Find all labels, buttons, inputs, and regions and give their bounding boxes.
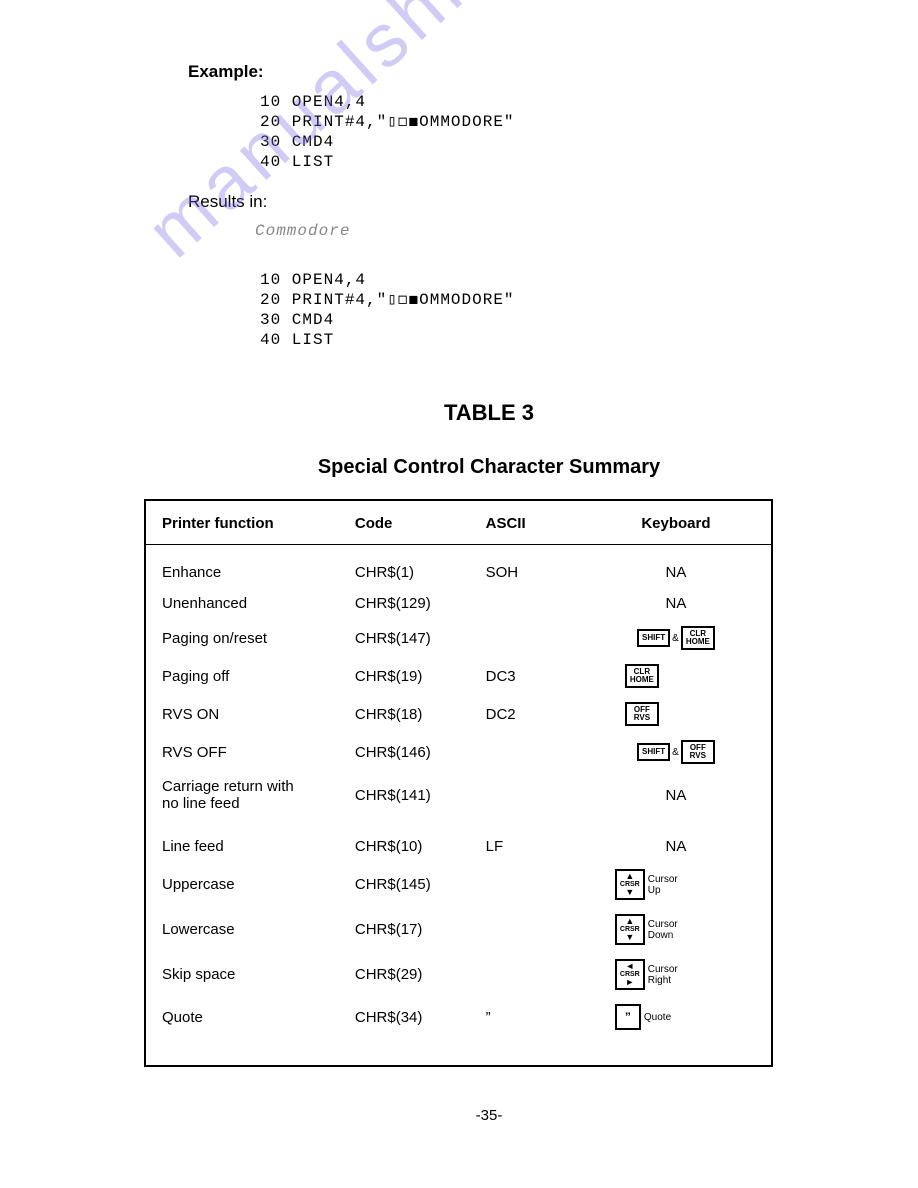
code-block-2: 10 OPEN4,4 20 PRINT#4,"▯◻◼OMMODORE" 30 C…: [260, 270, 828, 350]
output-text: Commodore: [255, 222, 828, 240]
cell-ascii: [470, 771, 575, 819]
off-rvs-key-icon: OFFRVS: [681, 740, 715, 764]
cell-keyboard: SHIFT&CLRHOME: [575, 619, 771, 657]
cell-function: Paging on/reset: [146, 619, 339, 657]
cell-keyboard: NA: [575, 831, 771, 862]
example-heading: Example:: [188, 62, 828, 82]
cell-ascii: SOH: [470, 557, 575, 588]
table-container: Printer function Code ASCII Keyboard Enh…: [144, 499, 773, 1067]
ampersand: &: [672, 747, 679, 758]
crsr-updown-key-icon: ▲ CRSR ▼: [615, 869, 645, 900]
cell-ascii: [470, 952, 575, 997]
cell-code: CHR$(10): [339, 831, 470, 862]
header-ascii: ASCII: [470, 501, 575, 545]
cell-ascii: [470, 733, 575, 771]
cell-code: CHR$(146): [339, 733, 470, 771]
quote-key-icon: ”: [615, 1004, 641, 1030]
cell-code: CHR$(34): [339, 997, 470, 1037]
cell-code: CHR$(18): [339, 695, 470, 733]
quote-label: Quote: [644, 1012, 671, 1023]
cell-keyboard: NA: [575, 588, 771, 619]
clr-home-key-icon: CLRHOME: [625, 664, 659, 688]
page-content: Example: 10 OPEN4,4 20 PRINT#4,"▯◻◼OMMOD…: [0, 0, 918, 1164]
table-row: Uppercase CHR$(145) ▲ CRSR ▼ CursorUp: [146, 862, 771, 907]
cell-function: RVS ON: [146, 695, 339, 733]
cell-ascii: [470, 619, 575, 657]
cell-code: CHR$(29): [339, 952, 470, 997]
table-row: Paging on/reset CHR$(147) SHIFT&CLRHOME: [146, 619, 771, 657]
code-block-1: 10 OPEN4,4 20 PRINT#4,"▯◻◼OMMODORE" 30 C…: [260, 92, 828, 172]
table-row: Lowercase CHR$(17) ▲ CRSR ▼ CursorDown: [146, 907, 771, 952]
cell-keyboard: NA: [575, 557, 771, 588]
spacer-row: [146, 819, 771, 831]
cell-ascii: DC2: [470, 695, 575, 733]
kb-na: NA: [666, 787, 687, 804]
kb-na: NA: [666, 838, 687, 855]
kb-na: NA: [666, 595, 687, 612]
spacer-row: [146, 1037, 771, 1065]
table-row: RVS ON CHR$(18) DC2 OFFRVS: [146, 695, 771, 733]
cell-code: CHR$(129): [339, 588, 470, 619]
page-number: -35-: [150, 1107, 828, 1124]
table-row: Carriage return with no line feed CHR$(1…: [146, 771, 771, 819]
cell-keyboard: ▲ CRSR ▼ CursorDown: [575, 907, 771, 952]
cell-code: CHR$(1): [339, 557, 470, 588]
cell-function: Line feed: [146, 831, 339, 862]
cursor-label: CursorDown: [648, 919, 678, 941]
cell-keyboard: ▲ CRSR ▼ CursorUp: [575, 862, 771, 907]
control-char-table: Printer function Code ASCII Keyboard Enh…: [146, 501, 771, 1065]
cell-ascii: [470, 862, 575, 907]
table-row: Enhance CHR$(1) SOH NA: [146, 557, 771, 588]
shift-key-icon: SHIFT: [637, 743, 670, 761]
cell-code: CHR$(141): [339, 771, 470, 819]
cell-ascii: [470, 907, 575, 952]
cell-keyboard: CLRHOME: [575, 657, 771, 695]
table-row: Quote CHR$(34) ” ”Quote: [146, 997, 771, 1037]
table-row: Paging off CHR$(19) DC3 CLRHOME: [146, 657, 771, 695]
table-subtitle: Special Control Character Summary: [150, 456, 828, 479]
cursor-label: CursorRight: [648, 964, 678, 986]
crsr-leftright-key-icon: ◄ CRSR ►: [615, 959, 645, 990]
table-row: Unenhanced CHR$(129) NA: [146, 588, 771, 619]
ampersand: &: [672, 633, 679, 644]
table-row: RVS OFF CHR$(146) SHIFT&OFFRVS: [146, 733, 771, 771]
shift-key-icon: SHIFT: [637, 629, 670, 647]
header-keyboard: Keyboard: [575, 501, 771, 545]
table-title: TABLE 3: [150, 400, 828, 426]
off-rvs-key-icon: OFFRVS: [625, 702, 659, 726]
cell-ascii: LF: [470, 831, 575, 862]
cell-ascii: ”: [470, 997, 575, 1037]
table-row: Line feed CHR$(10) LF NA: [146, 831, 771, 862]
cell-ascii: [470, 588, 575, 619]
cell-function: Uppercase: [146, 862, 339, 907]
table-header-row: Printer function Code ASCII Keyboard: [146, 501, 771, 545]
cell-ascii: DC3: [470, 657, 575, 695]
cell-code: CHR$(17): [339, 907, 470, 952]
cell-keyboard: OFFRVS: [575, 695, 771, 733]
cell-function: Quote: [146, 997, 339, 1037]
cell-code: CHR$(19): [339, 657, 470, 695]
cell-function: Enhance: [146, 557, 339, 588]
cell-code: CHR$(145): [339, 862, 470, 907]
cell-keyboard: ”Quote: [575, 997, 771, 1037]
cell-keyboard: SHIFT&OFFRVS: [575, 733, 771, 771]
results-heading: Results in:: [188, 192, 828, 212]
crsr-updown-key-icon: ▲ CRSR ▼: [615, 914, 645, 945]
clr-home-key-icon: CLRHOME: [681, 626, 715, 650]
header-code: Code: [339, 501, 470, 545]
table-row: Skip space CHR$(29) ◄ CRSR ► CursorRight: [146, 952, 771, 997]
kb-na: NA: [666, 564, 687, 581]
spacer-row: [146, 545, 771, 558]
cell-function: RVS OFF: [146, 733, 339, 771]
cursor-label: CursorUp: [648, 874, 678, 896]
cell-function: Carriage return with no line feed: [146, 771, 339, 819]
cell-code: CHR$(147): [339, 619, 470, 657]
cell-function: Paging off: [146, 657, 339, 695]
cell-keyboard: ◄ CRSR ► CursorRight: [575, 952, 771, 997]
header-function: Printer function: [146, 501, 339, 545]
cell-function: Lowercase: [146, 907, 339, 952]
cell-function: Skip space: [146, 952, 339, 997]
cell-keyboard: NA: [575, 771, 771, 819]
cell-function: Unenhanced: [146, 588, 339, 619]
